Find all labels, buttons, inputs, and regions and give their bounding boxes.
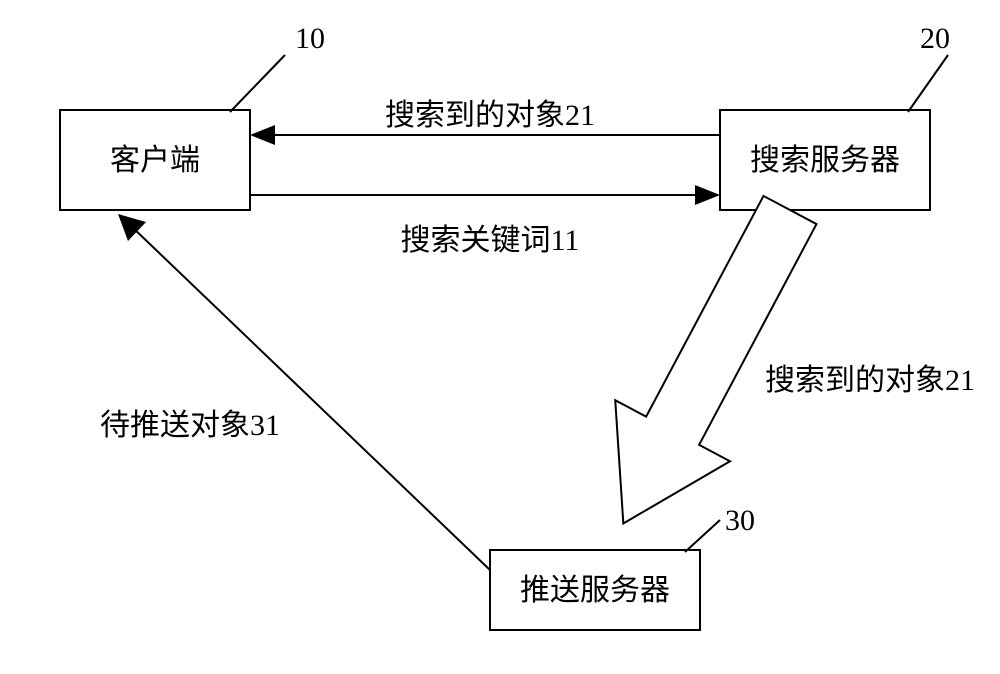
edge-search-to-client: 搜索到的对象21 [250, 99, 720, 145]
leader-label: 10 [295, 22, 325, 55]
edge-push-to-client: 待推送对象31 [100, 214, 490, 570]
diagram-canvas: 客户端 搜索服务器 推送服务器 搜索到的对象21 搜索关键词11 待推送对象31 [0, 0, 1000, 674]
edge-label: 搜索到的对象21 [765, 364, 975, 397]
node-push: 推送服务器 [490, 550, 700, 630]
leader-line [685, 520, 720, 552]
edge-label: 搜索关键词11 [401, 224, 580, 257]
arrowhead-icon [695, 185, 720, 205]
node-push-label: 推送服务器 [520, 574, 670, 607]
node-search: 搜索服务器 [720, 110, 930, 210]
leader-label: 20 [920, 22, 950, 55]
edge-search-to-push: 搜索到的对象21 [566, 179, 975, 553]
leader-line [908, 55, 948, 112]
leader-10: 10 [230, 22, 325, 112]
leader-line [230, 55, 285, 112]
edge-client-to-search: 搜索关键词11 [250, 185, 720, 257]
leader-30: 30 [685, 504, 755, 552]
edge-label: 待推送对象31 [100, 409, 280, 442]
leader-20: 20 [908, 22, 950, 112]
edge-line [130, 225, 490, 570]
node-client: 客户端 [60, 110, 250, 210]
edge-label: 搜索到的对象21 [385, 99, 595, 132]
arrowhead-icon [250, 125, 275, 145]
node-client-label: 客户端 [110, 144, 200, 177]
leader-label: 30 [725, 504, 755, 537]
node-search-label: 搜索服务器 [750, 144, 900, 177]
